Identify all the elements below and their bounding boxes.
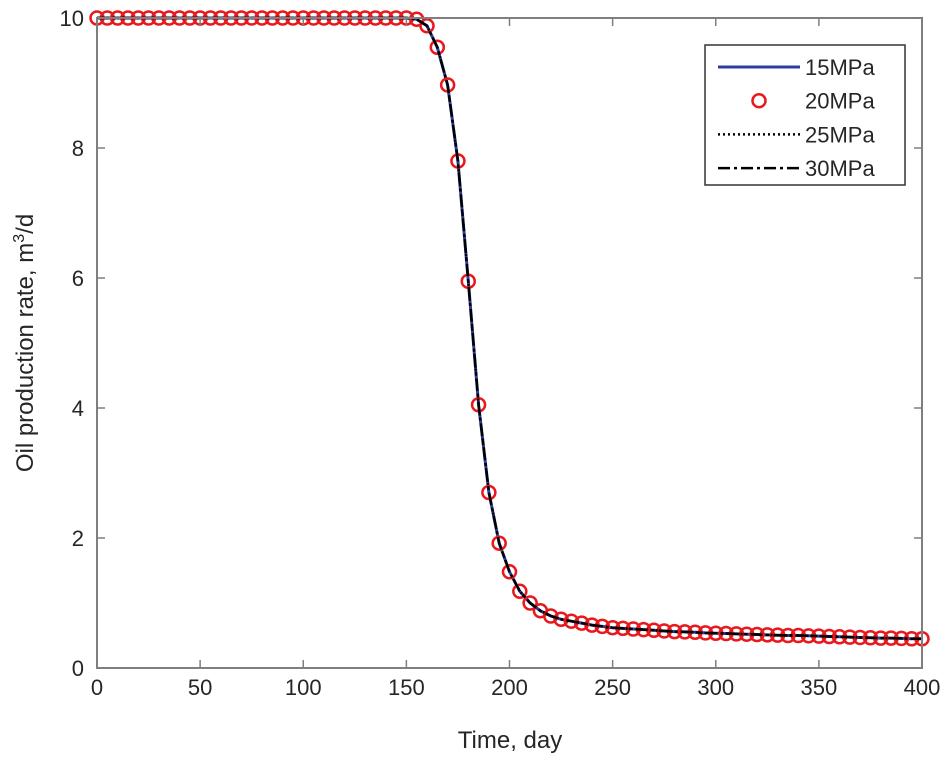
- data-point-20MPa: [429, 39, 446, 55]
- data-point-20MPa: [543, 608, 559, 624]
- legend-marker: [751, 92, 767, 109]
- legend-label: 20MPa: [805, 89, 875, 114]
- y-axis-label: Oil production rate, m3/d: [11, 214, 39, 472]
- data-point-20MPa: [522, 595, 538, 611]
- x-tick-label: 50: [188, 675, 212, 700]
- x-tick-label: 150: [388, 675, 425, 700]
- legend-label: 15MPa: [805, 55, 875, 80]
- data-point-20MPa: [419, 18, 435, 34]
- x-tick-label: 200: [491, 675, 528, 700]
- data-point-20MPa: [491, 535, 507, 551]
- x-tick-label: 350: [801, 675, 838, 700]
- data-point-20MPa: [501, 564, 518, 580]
- x-tick-label: 100: [285, 675, 322, 700]
- x-axis-label: Time, day: [458, 727, 562, 754]
- x-tick-label: 0: [91, 675, 103, 700]
- series-line-25MPa: [97, 16, 922, 641]
- y-tick-label: 2: [72, 526, 84, 551]
- y-tick-label: 10: [60, 6, 84, 31]
- data-point-20MPa: [512, 583, 528, 600]
- ticks-layer: 0 50 100 150 200 250 300 350 400 0 2 4 6 8 10: [60, 6, 941, 700]
- y-tick-label: 8: [72, 136, 84, 161]
- legend: 15MPa 20MPa 25MPa 30MPa: [704, 44, 906, 186]
- x-tick-label: 300: [697, 675, 734, 700]
- legend-label: 25MPa: [805, 122, 875, 147]
- legend-label: 30MPa: [805, 156, 875, 181]
- y-tick-label: 4: [72, 396, 84, 421]
- series-line-30MPa: [97, 16, 922, 641]
- data-point-20MPa: [749, 626, 765, 643]
- y-tick-label: 6: [72, 266, 84, 291]
- y-tick-label: 0: [72, 656, 84, 681]
- x-tick-label: 400: [904, 675, 941, 700]
- x-tick-label: 250: [594, 675, 631, 700]
